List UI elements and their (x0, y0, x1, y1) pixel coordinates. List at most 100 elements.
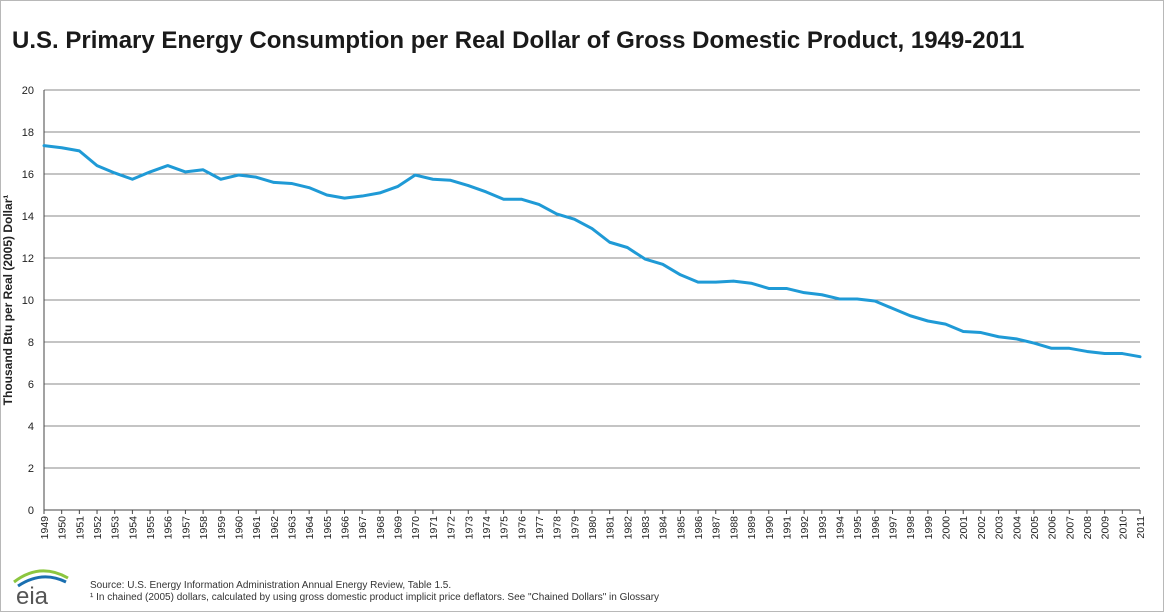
data-point (749, 282, 753, 285)
data-point (131, 178, 134, 181)
x-tick-label: 1989 (746, 516, 758, 540)
x-tick-label: 1995 (852, 516, 864, 540)
x-tick-label: 2011 (1135, 516, 1147, 539)
x-tick-label: 1968 (375, 516, 387, 540)
x-tick-label: 1981 (605, 516, 617, 540)
data-point (325, 193, 329, 197)
x-tick-label: 1970 (410, 516, 422, 540)
data-point (908, 314, 912, 317)
x-tick-label: 1972 (446, 516, 458, 540)
data-point (1015, 337, 1018, 341)
x-tick-label: 1961 (251, 516, 263, 540)
x-tick-label: 2005 (1029, 516, 1041, 540)
x-tick-label: 2009 (1100, 516, 1112, 540)
x-tick-label: 1992 (799, 516, 811, 540)
data-point (1121, 352, 1124, 355)
data-point (78, 149, 81, 153)
data-point (1138, 355, 1142, 358)
y-tick-label: 12 (22, 253, 34, 265)
data-point (219, 178, 222, 181)
x-tick-label: 1959 (216, 516, 228, 540)
series (42, 144, 1142, 359)
x-tick-label: 1982 (622, 516, 634, 540)
data-point (838, 297, 841, 301)
data-point (166, 164, 169, 167)
x-tick-label: 1965 (322, 516, 334, 540)
x-tick-label: 1975 (499, 516, 511, 540)
data-point (254, 175, 258, 179)
x-tick-label: 1988 (728, 516, 740, 540)
x-tick-label: 1996 (870, 516, 882, 540)
x-tick-label: 2001 (958, 516, 970, 540)
data-point (926, 319, 930, 323)
data-point (520, 198, 523, 201)
data-point (343, 196, 346, 200)
data-point (714, 280, 717, 284)
series-line (42, 144, 1142, 359)
x-tick-label: 1969 (393, 516, 405, 540)
data-point (802, 291, 806, 294)
data-point (201, 168, 205, 171)
y-tick-label: 8 (28, 337, 34, 349)
x-tick-label: 1966 (340, 516, 352, 540)
x-tick-label: 1991 (781, 516, 793, 540)
y-tick-label: 18 (22, 127, 34, 139)
data-point (42, 144, 46, 147)
data-point (679, 273, 682, 276)
data-point (484, 190, 488, 194)
data-point (820, 293, 824, 296)
data-point (60, 146, 63, 149)
data-point (696, 280, 700, 284)
data-point (95, 164, 99, 167)
data-point (573, 217, 576, 221)
data-point (184, 170, 187, 174)
data-point (360, 194, 364, 198)
data-point (537, 203, 541, 206)
data-point (661, 263, 664, 266)
data-point (608, 241, 611, 244)
y-tick-label: 6 (28, 379, 34, 391)
x-tick-label: 1951 (74, 516, 86, 540)
x-tick-label: 1954 (127, 516, 139, 540)
data-point (643, 257, 647, 261)
gridlines (44, 89, 1140, 469)
x-tick-label: 2002 (976, 516, 988, 540)
x-tick-label: 2003 (994, 516, 1006, 540)
data-point (1103, 352, 1106, 355)
x-tick-label: 1958 (198, 516, 210, 540)
y-tick-labels: 0 2 4 6 8 10 12 14 16 18 20 (22, 85, 34, 517)
data-point (962, 330, 965, 333)
y-tick-label: 4 (28, 421, 34, 433)
data-point (979, 331, 983, 334)
data-point (1085, 350, 1089, 353)
data-point (997, 335, 1000, 338)
x-tick-label: 1998 (905, 516, 917, 540)
x-tick-label: 2006 (1047, 516, 1059, 540)
data-point (1032, 341, 1036, 345)
x-tick-label: 1957 (180, 516, 192, 540)
logo-swoosh-blue (17, 575, 67, 588)
data-point (113, 171, 116, 175)
x-tick-label: 2010 (1117, 516, 1129, 540)
data-point (555, 212, 558, 216)
data-point (378, 191, 382, 195)
x-tick-label: 1978 (552, 516, 564, 540)
data-point (785, 287, 788, 290)
x-tick-label: 2008 (1082, 516, 1094, 540)
y-tick-label: 14 (22, 211, 34, 223)
x-tick-label: 1971 (428, 516, 440, 540)
data-point (590, 227, 594, 230)
data-point (944, 322, 947, 326)
x-tick-label: 1997 (888, 516, 900, 540)
x-tick-label: 1952 (92, 516, 104, 540)
y-tick-label: 2 (28, 463, 34, 475)
x-tick-label: 1983 (640, 516, 652, 540)
x-tick-label: 1979 (569, 516, 581, 540)
footnote: ¹ In chained (2005) dollars, calculated … (90, 592, 660, 603)
data-point (1050, 347, 1053, 350)
x-tick-label: 1960 (233, 516, 245, 540)
data-point (502, 198, 505, 201)
x-tick-label: 1990 (764, 516, 776, 540)
x-tick-label: 1980 (587, 516, 599, 540)
x-tick-label: 1984 (658, 516, 670, 540)
